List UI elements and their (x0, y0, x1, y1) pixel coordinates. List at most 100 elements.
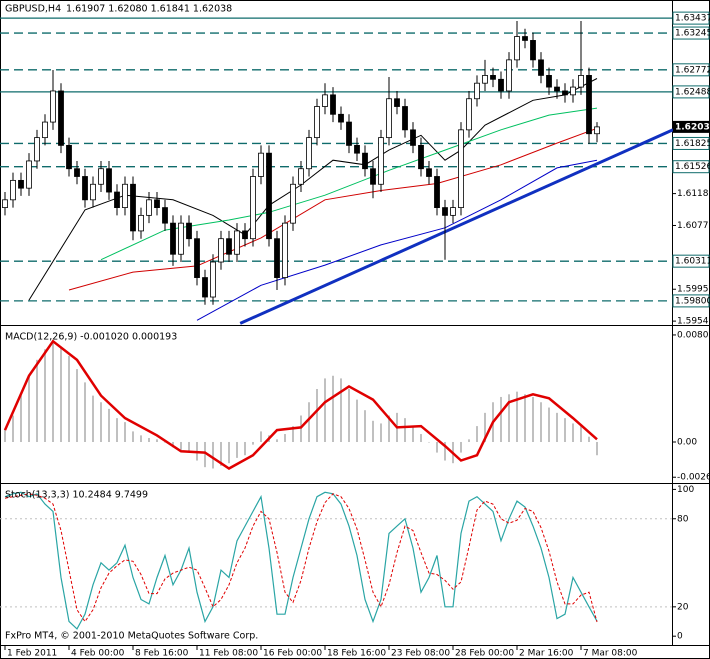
macd-bar (52, 342, 54, 442)
macd-bar (332, 375, 334, 442)
level-label-box (672, 11, 710, 25)
macd-bar (260, 431, 262, 442)
y-tick-label: 1.60770 (677, 221, 710, 231)
candle-body (282, 222, 288, 278)
macd-bar (76, 369, 78, 442)
chart-subtitle: 1.61907 1.62080 1.61841 1.62038 (66, 4, 232, 15)
candle-body (466, 98, 472, 131)
indicator-title: MACD(12,26,9) -0.001020 0.000193 (5, 332, 177, 343)
chart-title: GBPUSD,H4 (5, 4, 61, 15)
candle-body (210, 261, 216, 298)
candle-body (266, 152, 272, 240)
macd-bar (4, 428, 6, 442)
level-label: 1.62488 (675, 87, 710, 97)
macd-bar (372, 420, 374, 442)
candle-body (202, 277, 208, 298)
candle-body (74, 168, 80, 177)
macd-bar (380, 423, 382, 442)
x-tick-label: 2 Mar 16:00 (519, 649, 574, 659)
y-tick-label: 1.59540 (677, 317, 710, 327)
macd-bar (276, 439, 278, 442)
stoch-main (4, 491, 598, 630)
macd-bar (588, 436, 590, 442)
macd-bar (92, 395, 94, 442)
macd-bar (44, 349, 46, 442)
macd-bar (388, 415, 390, 442)
macd-bar (412, 426, 414, 442)
level-label: 1.62772 (675, 65, 710, 75)
macd-bar (204, 441, 206, 468)
macd-bar (36, 359, 38, 442)
candle-body (146, 199, 152, 216)
macd-bar (132, 431, 134, 442)
candle-body (322, 94, 328, 107)
level-label-box (672, 294, 710, 308)
macd-bar (300, 415, 302, 442)
macd-bar (508, 394, 510, 442)
moving-line (100, 107, 598, 261)
candle-body (58, 90, 64, 146)
macd-bar (212, 441, 214, 469)
candle-body (18, 179, 24, 189)
macd-bar (12, 415, 14, 442)
macd-bar (364, 410, 366, 442)
candle-body (10, 179, 16, 201)
macd-bar (548, 407, 550, 442)
candle-body (186, 222, 192, 240)
candle-body (426, 168, 432, 177)
candle-body (34, 137, 40, 162)
signal-line (3, 339, 598, 470)
candle-body (234, 230, 240, 255)
candle-body (554, 86, 560, 92)
level-label-box (672, 254, 710, 268)
macd-bar (68, 355, 70, 442)
macd-bar (316, 389, 318, 442)
candle-body (82, 176, 88, 201)
macd-bar (356, 399, 358, 442)
candle-body (418, 144, 424, 170)
macd-bar (164, 441, 166, 443)
macd-bar (556, 412, 558, 442)
candle-body (218, 238, 224, 263)
y-tick-label: -0.00266 (677, 473, 710, 483)
macd-bar (28, 375, 30, 442)
x-tick-label: 11 Feb 08:00 (199, 649, 258, 659)
y-tick-label: 0.00 (677, 437, 697, 447)
candle-body (98, 168, 104, 185)
candle-body (114, 191, 120, 208)
macd-bar (20, 395, 22, 442)
macd-bar (340, 378, 342, 442)
x-tick-label: 18 Feb 16:00 (327, 649, 386, 659)
level-label-box (672, 160, 710, 174)
candle-body (530, 40, 536, 61)
candle-body (42, 121, 48, 139)
x-tick-label: 7 Mar 08:00 (583, 649, 638, 659)
candle-body (50, 90, 56, 123)
candle-body (498, 78, 504, 92)
candle-body (562, 90, 568, 96)
macd-bar (284, 434, 286, 442)
candle-body (394, 98, 400, 107)
macd-bar (460, 441, 462, 453)
indicator-title: Stoch(13,3,3) 10.2484 9.7499 (5, 490, 148, 501)
candle-body (170, 222, 176, 255)
last-price-box (673, 120, 710, 133)
footer: FxPro MT4, © 2001-2010 MetaQuotes Softwa… (5, 631, 258, 642)
y-tick-label: 20 (677, 602, 689, 612)
macd-bar (484, 412, 486, 442)
candle-body (250, 176, 256, 240)
macd-bar (140, 435, 142, 442)
candle-body (130, 183, 136, 232)
candle-body (490, 75, 496, 80)
candle-body (378, 137, 384, 185)
macd-bar (572, 423, 574, 442)
macd-bar (292, 426, 294, 442)
macd-bar (540, 402, 542, 442)
macd-bar (60, 346, 62, 442)
candle-body (162, 207, 168, 224)
macd-bar (148, 438, 150, 442)
x-tick-label: 23 Feb 08:00 (391, 649, 450, 659)
level-label-box (672, 136, 710, 150)
candle-body (514, 36, 520, 61)
